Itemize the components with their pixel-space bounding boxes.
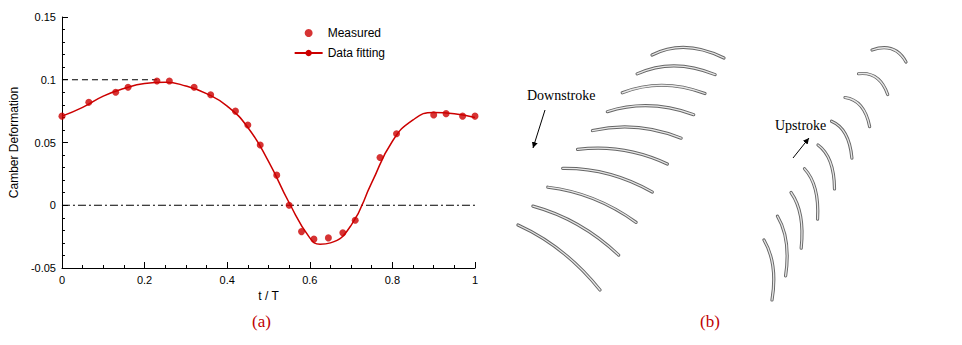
svg-text:0.15: 0.15: [35, 11, 56, 23]
html-text:(b): (b): [700, 312, 720, 331]
svg-text:Measured: Measured: [328, 26, 381, 40]
svg-text:0.6: 0.6: [302, 274, 317, 286]
svg-text:0: 0: [50, 199, 56, 211]
svg-text:t / T: t / T: [258, 289, 279, 303]
svg-text:0.2: 0.2: [137, 274, 152, 286]
svg-text:0.4: 0.4: [220, 274, 235, 286]
svg-text:-0.05: -0.05: [31, 262, 56, 274]
svg-text:Data fitting: Data fitting: [328, 46, 385, 60]
svg-text:Upstroke: Upstroke: [775, 118, 826, 133]
html-text:(a): (a): [252, 312, 271, 331]
svg-text:0.8: 0.8: [385, 274, 400, 286]
svg-text:0.1: 0.1: [41, 74, 56, 86]
svg-text:0.05: 0.05: [35, 137, 56, 149]
svg-text:Downstroke: Downstroke: [527, 88, 595, 103]
svg-text:0: 0: [59, 274, 65, 286]
svg-text:1: 1: [472, 274, 478, 286]
svg-text:Camber Deformation: Camber Deformation: [7, 87, 21, 198]
